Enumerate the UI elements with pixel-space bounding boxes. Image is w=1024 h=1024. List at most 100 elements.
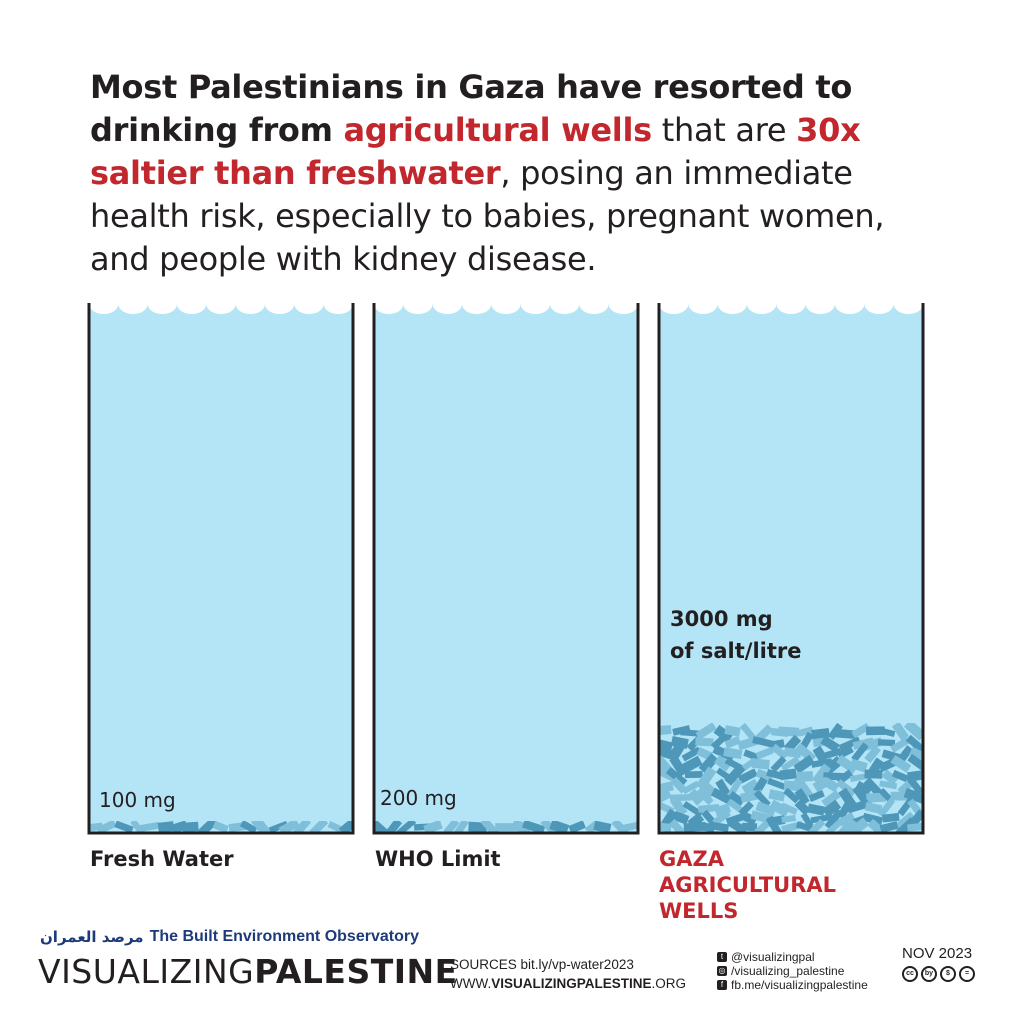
observatory-arabic-name: مرصد العمران [40,928,144,946]
wave [177,294,207,314]
salt-crystal [768,789,786,802]
salt-crystal [866,792,887,803]
sources-link[interactable]: bit.ly/vp-water2023 [520,957,634,972]
salt-crystal [810,813,833,824]
salt-crystal [724,735,742,749]
salt-crystal [327,821,344,833]
salt-crystal [867,818,885,833]
salt-crystal [878,797,896,818]
salt-crystal [712,809,731,827]
website-prefix: WWW. [450,976,492,991]
salt-crystal [96,821,117,833]
salt-crystal [891,769,909,783]
twitter-icon: t [717,952,727,962]
glass-outline [87,303,355,835]
salt-crystal [740,811,758,826]
facebook-handle[interactable]: fb.me/visualizingpalestine [731,978,868,992]
water-surface-waves [659,294,923,314]
salt-crystal [766,769,785,780]
salt-crystal [755,801,777,817]
salt-crystal [897,745,914,763]
salt-crystal [821,776,840,793]
salt-crystal [695,787,714,806]
salt-crystal [864,745,881,764]
salt-crystal [781,814,797,823]
salt-crystal [827,723,843,740]
salt-crystal [713,724,734,743]
salt-crystal [780,802,798,815]
wave [118,294,148,314]
value-label-fresh-water: 100 mg [99,788,176,812]
salt-crystal [751,758,770,770]
salt-crystal [672,811,690,825]
water-surface-waves [89,294,354,314]
water-surface-waves [374,294,638,314]
salt-crystal [697,821,716,833]
category-label-gaza-wells: GAZA AGRICULTURAL WELLS [659,847,837,923]
salt-crystal [864,769,883,779]
value-label-who-limit: 200 mg [380,786,457,810]
salt-crystal [890,736,910,753]
salt-crystal [522,821,546,833]
salt-crystal [794,799,811,816]
salt-crystal [770,755,787,773]
salt-crystal [684,770,703,779]
salt-crystal [741,822,758,832]
salt-crystal [239,821,258,833]
brand-light: VISUALIZING [38,952,255,991]
salt-crystal [713,754,732,772]
salt-crystal [728,818,748,833]
salt-crystal [680,729,702,737]
salt-crystal [728,791,745,806]
wave [235,294,265,314]
observatory-logo: مرصد العمران The Built Environment Obser… [40,928,419,946]
wave [206,294,236,314]
value-label-gaza-wells: 3000 mg of salt/litre [670,607,802,663]
salt-crystal [753,789,771,808]
salt-crystal [182,821,199,833]
salt-crystal [695,737,714,747]
salt-crystal [711,822,730,832]
facebook-icon: f [717,980,727,990]
salt-crystal [823,747,842,760]
salt-crystal [659,781,674,796]
wave [805,294,835,314]
glass-0 [87,294,355,835]
salt-crystal [741,778,760,796]
instagram-handle[interactable]: /visualizing_palestine [731,964,845,978]
wave [747,294,777,314]
cc-icon: cc [902,966,918,982]
salt-crystal [905,774,923,796]
salt-crystal [780,756,800,772]
glass-1 [372,294,640,835]
headline: Most Palestinians in Gaza have resorted … [90,66,950,281]
website-link[interactable]: WWW.VISUALIZINGPALESTINE.ORG [450,974,686,993]
salt-crystal [879,780,898,790]
salt-crystal [783,787,800,804]
salt-crystal [454,821,469,833]
salt-crystal [695,723,717,740]
sources-block: SOURCES bit.ly/vp-water2023 WWW.VISUALIZ… [450,955,686,993]
salt-crystal [894,811,916,831]
salt-crystal [907,753,923,773]
salt-crystal [756,724,774,742]
license-icons: cc by $ = [902,966,975,982]
category-label-fresh-water: Fresh Water [90,847,234,871]
salt-crystal [698,753,719,775]
salt-crystal [881,769,899,786]
salt-crystal [863,777,883,797]
salt-crystal [738,800,754,817]
noderivatives-icon: = [959,966,975,982]
salt-crystal [443,821,460,833]
salt-crystal [681,746,702,762]
twitter-handle[interactable]: @visualizingpal [731,950,815,964]
salt-crystal [824,808,844,830]
salt-crystal [864,801,883,814]
salt-crystal [838,787,857,810]
wave [323,294,354,314]
salt-crystal [877,739,896,747]
wave [520,294,550,314]
salt-crystal [723,747,743,760]
wave [294,294,324,314]
wave [403,294,433,314]
